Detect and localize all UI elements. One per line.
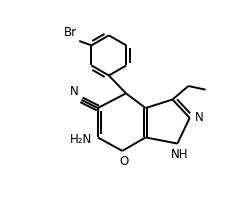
- Text: N: N: [195, 111, 204, 124]
- Text: N: N: [70, 85, 78, 98]
- Text: O: O: [119, 155, 128, 168]
- Text: Br: Br: [64, 26, 77, 39]
- Text: H₂N: H₂N: [70, 133, 92, 146]
- Text: NH: NH: [171, 148, 188, 161]
